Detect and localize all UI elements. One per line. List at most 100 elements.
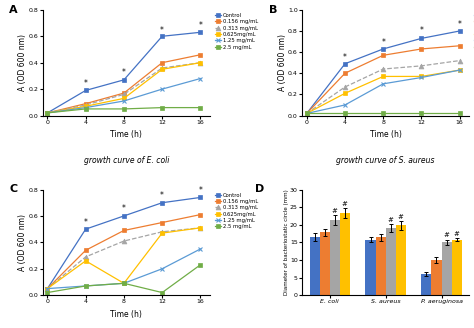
- 0.625mg/mL: [457, 68, 463, 72]
- 0.313 mg/mL: [83, 103, 89, 107]
- Bar: [310, 237, 319, 295]
- Bar: [330, 220, 340, 295]
- Line: Control: Control: [304, 29, 462, 116]
- Line: 0.313 mg/mL: 0.313 mg/mL: [45, 60, 203, 115]
- 0.313 mg/mL: [45, 287, 50, 291]
- Text: D: D: [255, 184, 264, 194]
- 0.625mg/mL: [419, 74, 424, 78]
- 1.25 mg/mL: [457, 68, 463, 72]
- Bar: [340, 213, 350, 295]
- 0.313 mg/mL: [419, 64, 424, 68]
- Line: 0.625mg/mL: 0.625mg/mL: [304, 68, 462, 116]
- 0.156 mg/mL: [83, 102, 89, 106]
- 0.156 mg/mL: [121, 229, 127, 233]
- Text: *: *: [84, 217, 88, 227]
- 2.5 mg/mL: [198, 263, 203, 267]
- Text: *: *: [160, 26, 164, 35]
- Bar: [431, 260, 441, 295]
- 1.25 mg/mL: [121, 281, 127, 285]
- Text: *: *: [419, 26, 423, 35]
- Line: 0.313 mg/mL: 0.313 mg/mL: [304, 58, 462, 116]
- 2.5 mg/mL: [83, 107, 89, 111]
- 2.5 mg/mL: [121, 281, 127, 285]
- 0.313 mg/mL: [159, 230, 165, 234]
- Control: [419, 36, 424, 40]
- Control: [83, 227, 89, 231]
- 0.156 mg/mL: [45, 287, 50, 291]
- 2.5 mg/mL: [159, 291, 165, 295]
- 0.313 mg/mL: [45, 111, 50, 115]
- 1.25 mg/mL: [304, 112, 310, 115]
- Legend: Control, 0.156 mg/mL, 0.313 mg/mL, 0.625mg/mL, 1.25 mg/mL, 2.5 mg/mL: Control, 0.156 mg/mL, 0.313 mg/mL, 0.625…: [214, 12, 258, 50]
- 0.313 mg/mL: [457, 59, 463, 63]
- 0.625mg/mL: [45, 111, 50, 115]
- Text: #: #: [398, 214, 404, 220]
- 1.25 mg/mL: [83, 284, 89, 288]
- Text: *: *: [160, 191, 164, 200]
- Text: *: *: [199, 186, 202, 195]
- 0.625mg/mL: [198, 61, 203, 65]
- Line: 0.625mg/mL: 0.625mg/mL: [45, 60, 203, 115]
- Bar: [452, 239, 462, 295]
- 2.5 mg/mL: [45, 291, 50, 295]
- Y-axis label: A (OD 600 nm): A (OD 600 nm): [18, 214, 27, 271]
- 0.625mg/mL: [159, 67, 165, 71]
- 0.156 mg/mL: [198, 53, 203, 57]
- 0.313 mg/mL: [198, 226, 203, 230]
- Control: [121, 214, 127, 218]
- Control: [342, 62, 348, 66]
- 0.156 mg/mL: [304, 112, 310, 115]
- Text: #: #: [454, 231, 460, 237]
- 0.625mg/mL: [304, 112, 310, 115]
- 0.625mg/mL: [342, 92, 348, 95]
- 1.25 mg/mL: [83, 106, 89, 110]
- 2.5 mg/mL: [457, 112, 463, 115]
- Control: [457, 29, 463, 33]
- Text: *: *: [122, 204, 126, 213]
- X-axis label: Time (h): Time (h): [370, 130, 401, 139]
- 0.313 mg/mL: [198, 61, 203, 65]
- Text: *: *: [84, 79, 88, 88]
- X-axis label: Time (h): Time (h): [110, 310, 142, 319]
- 0.313 mg/mL: [83, 255, 89, 259]
- Control: [380, 47, 386, 51]
- 2.5 mg/mL: [304, 112, 310, 115]
- Y-axis label: Diameter of bacteriostatic circle (mm): Diameter of bacteriostatic circle (mm): [283, 190, 289, 295]
- Line: 0.156 mg/mL: 0.156 mg/mL: [304, 43, 462, 116]
- 1.25 mg/mL: [342, 103, 348, 107]
- 2.5 mg/mL: [83, 284, 89, 288]
- Text: #: #: [444, 233, 449, 238]
- Bar: [319, 232, 330, 295]
- Text: growth curve of E. coli: growth curve of E. coli: [83, 156, 169, 165]
- Line: 0.156 mg/mL: 0.156 mg/mL: [45, 212, 203, 291]
- Text: B: B: [268, 5, 277, 14]
- 1.25 mg/mL: [45, 287, 50, 291]
- 0.156 mg/mL: [457, 44, 463, 48]
- Text: #: #: [332, 208, 337, 214]
- 0.156 mg/mL: [159, 220, 165, 224]
- Bar: [396, 225, 406, 295]
- 0.625mg/mL: [45, 287, 50, 291]
- 0.156 mg/mL: [198, 213, 203, 216]
- 1.25 mg/mL: [159, 87, 165, 91]
- 0.156 mg/mL: [121, 91, 127, 95]
- Text: *: *: [199, 21, 202, 30]
- 0.156 mg/mL: [342, 71, 348, 75]
- Text: #: #: [342, 201, 348, 207]
- Legend: Control, 0.156 mg/mL, 0.313 mg/mL, 0.625mg/mL, 1.25 mg/mL, 2.5 mg/mL: Control, 0.156 mg/mL, 0.313 mg/mL, 0.625…: [214, 192, 258, 230]
- 2.5 mg/mL: [380, 112, 386, 115]
- 0.156 mg/mL: [380, 53, 386, 57]
- Text: growth curve of S. aureus: growth curve of S. aureus: [337, 156, 435, 165]
- 0.156 mg/mL: [419, 47, 424, 51]
- Bar: [386, 228, 396, 295]
- Control: [304, 112, 310, 115]
- 1.25 mg/mL: [121, 99, 127, 103]
- Line: Control: Control: [45, 30, 203, 115]
- Line: 2.5 mg/mL: 2.5 mg/mL: [45, 105, 203, 115]
- 0.625mg/mL: [380, 74, 386, 78]
- 0.156 mg/mL: [45, 111, 50, 115]
- Line: 0.156 mg/mL: 0.156 mg/mL: [45, 52, 203, 115]
- Bar: [375, 237, 386, 295]
- 0.313 mg/mL: [380, 67, 386, 71]
- Control: [198, 195, 203, 199]
